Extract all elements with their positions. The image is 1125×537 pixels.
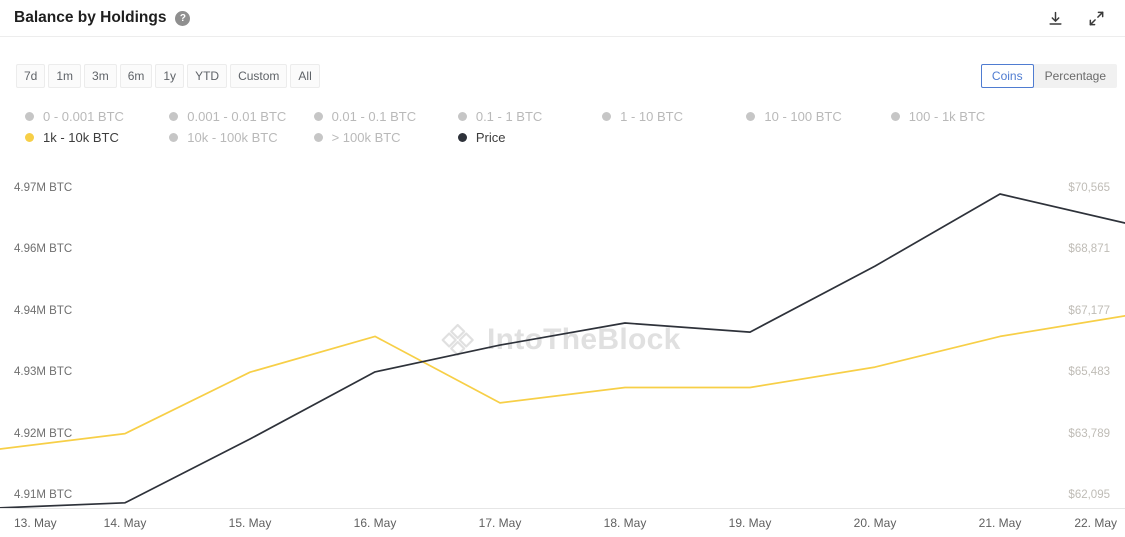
page-title: Balance by Holdings [14,9,167,26]
legend-label: 0 - 0.001 BTC [43,109,124,124]
download-icon[interactable] [1047,10,1064,27]
legend-dot [169,133,179,142]
x-axis-label: 15. May [228,516,272,530]
legend-item-1[interactable]: 0.001 - 0.01 BTC [169,108,313,125]
legend-label: 0.001 - 0.01 BTC [187,109,287,124]
legend-item-0[interactable]: 0 - 0.001 BTC [25,108,169,125]
series-line-price [0,194,1125,508]
legend: 0 - 0.001 BTC 0.001 - 0.01 BTC 0.01 - 0.1 … [25,108,1035,146]
y-axis-label-right: $65,483 [1068,366,1110,379]
x-axis-label: 22. May [1074,516,1117,530]
x-axis-labels: 13. May 14. May 15. May 16. May 17. May 18. M… [0,509,1125,536]
range-button-7d[interactable]: 7d [16,64,46,88]
legend-dot [746,112,756,121]
legend-label: 0.1 - 1 BTC [475,109,543,124]
legend-dot [602,112,612,121]
legend-label: 0.01 - 0.1 BTC [331,109,417,124]
legend-dot [457,133,467,142]
y-axis-label-right: $70,565 [1068,182,1110,194]
y-axis-label-left: 4.93M BTC [14,366,73,379]
legend-dot [25,133,34,142]
legend-label: > 100k BTC [331,130,401,145]
legend-label: 10k - 100k BTC [187,130,278,145]
legend-label: 10 - 100 BTC [764,109,842,124]
y-axis-label-left: 4.92M BTC [14,427,73,440]
range-button-all[interactable]: All [290,64,320,88]
legend-item-2[interactable]: 0.01 - 0.1 BTC [313,108,458,125]
legend-label: 100 - 1k BTC [908,109,986,124]
x-axis-label: 20. May [853,516,897,530]
legend-item-6[interactable]: 100 - 1k BTC [890,108,1035,125]
range-button-1y[interactable]: 1y [155,64,185,88]
legend-item-8[interactable]: 10k - 100k BTC [169,129,313,146]
range-button-1m[interactable]: 1m [48,64,82,88]
controls-row: 7d 1m 3m 6m 1y YTD Custom All Coins Percentage [16,64,1117,88]
chart-lines [0,178,1125,508]
x-axis-label: 14. May [103,516,147,530]
x-axis-label: 21. May [978,516,1022,530]
y-axis-label-right: $62,095 [1068,489,1110,501]
range-button-3m[interactable]: 3m [84,64,117,88]
legend-item-9[interactable]: > 100k BTC [313,129,458,146]
legend-dot [313,133,323,142]
header-icons [1047,10,1111,27]
y-axis-label-right: $68,871 [1068,243,1110,256]
chart-area: IntoTheBlock 4.97M BTC 4.96M BTC 4.94M BTC… [0,178,1125,536]
legend-item-5[interactable]: 10 - 100 BTC [746,108,890,125]
y-axis-label-left: 4.96M BTC [14,243,73,256]
legend-dot [313,112,323,121]
legend-item-4[interactable]: 1 - 10 BTC [602,108,746,125]
range-button-6m[interactable]: 6m [119,64,153,88]
toggle-option-percentage[interactable]: Percentage [1044,69,1106,83]
legend-label: 1 - 10 BTC [620,109,683,124]
y-axis-label-left: 4.94M BTC [14,304,73,317]
y-axis-label-left: 4.97M BTC [14,182,73,194]
legend-dot [25,112,34,121]
legend-item-10[interactable]: Price [457,129,602,146]
legend-dot [890,112,900,121]
unit-toggle: Coins Percentage [980,64,1117,88]
expand-icon[interactable] [1088,10,1105,27]
series-line-1k-10k-btc [0,316,1125,449]
y-axis-label-right: $67,177 [1068,304,1110,317]
x-axis-label: 16. May [353,516,397,530]
chart-header: Balance by Holdings ? [0,0,1125,37]
x-axis-label: 19. May [728,516,772,530]
legend-label: 1k - 10k BTC [43,130,119,145]
x-axis-label: 13. May [14,516,57,530]
legend-item-7[interactable]: 1k - 10k BTC [25,129,169,146]
help-icon[interactable]: ? [175,10,191,26]
legend-dot [457,112,467,121]
legend-dot [169,112,179,121]
y-axis-label-right: $63,789 [1068,427,1110,440]
range-button-ytd[interactable]: YTD [187,64,228,88]
legend-label: Price [475,130,506,145]
toggle-option-coins[interactable]: Coins [980,64,1034,88]
range-buttons: 7d 1m 3m 6m 1y YTD Custom All [16,64,320,88]
legend-item-3[interactable]: 0.1 - 1 BTC [457,108,602,125]
x-axis-label: 18. May [603,516,647,530]
range-button-custom[interactable]: Custom [230,64,288,88]
chart-plot[interactable]: IntoTheBlock 4.97M BTC 4.96M BTC 4.94M BTC… [0,178,1125,509]
y-axis-label-left: 4.91M BTC [14,489,73,501]
x-axis-label: 17. May [478,516,522,530]
